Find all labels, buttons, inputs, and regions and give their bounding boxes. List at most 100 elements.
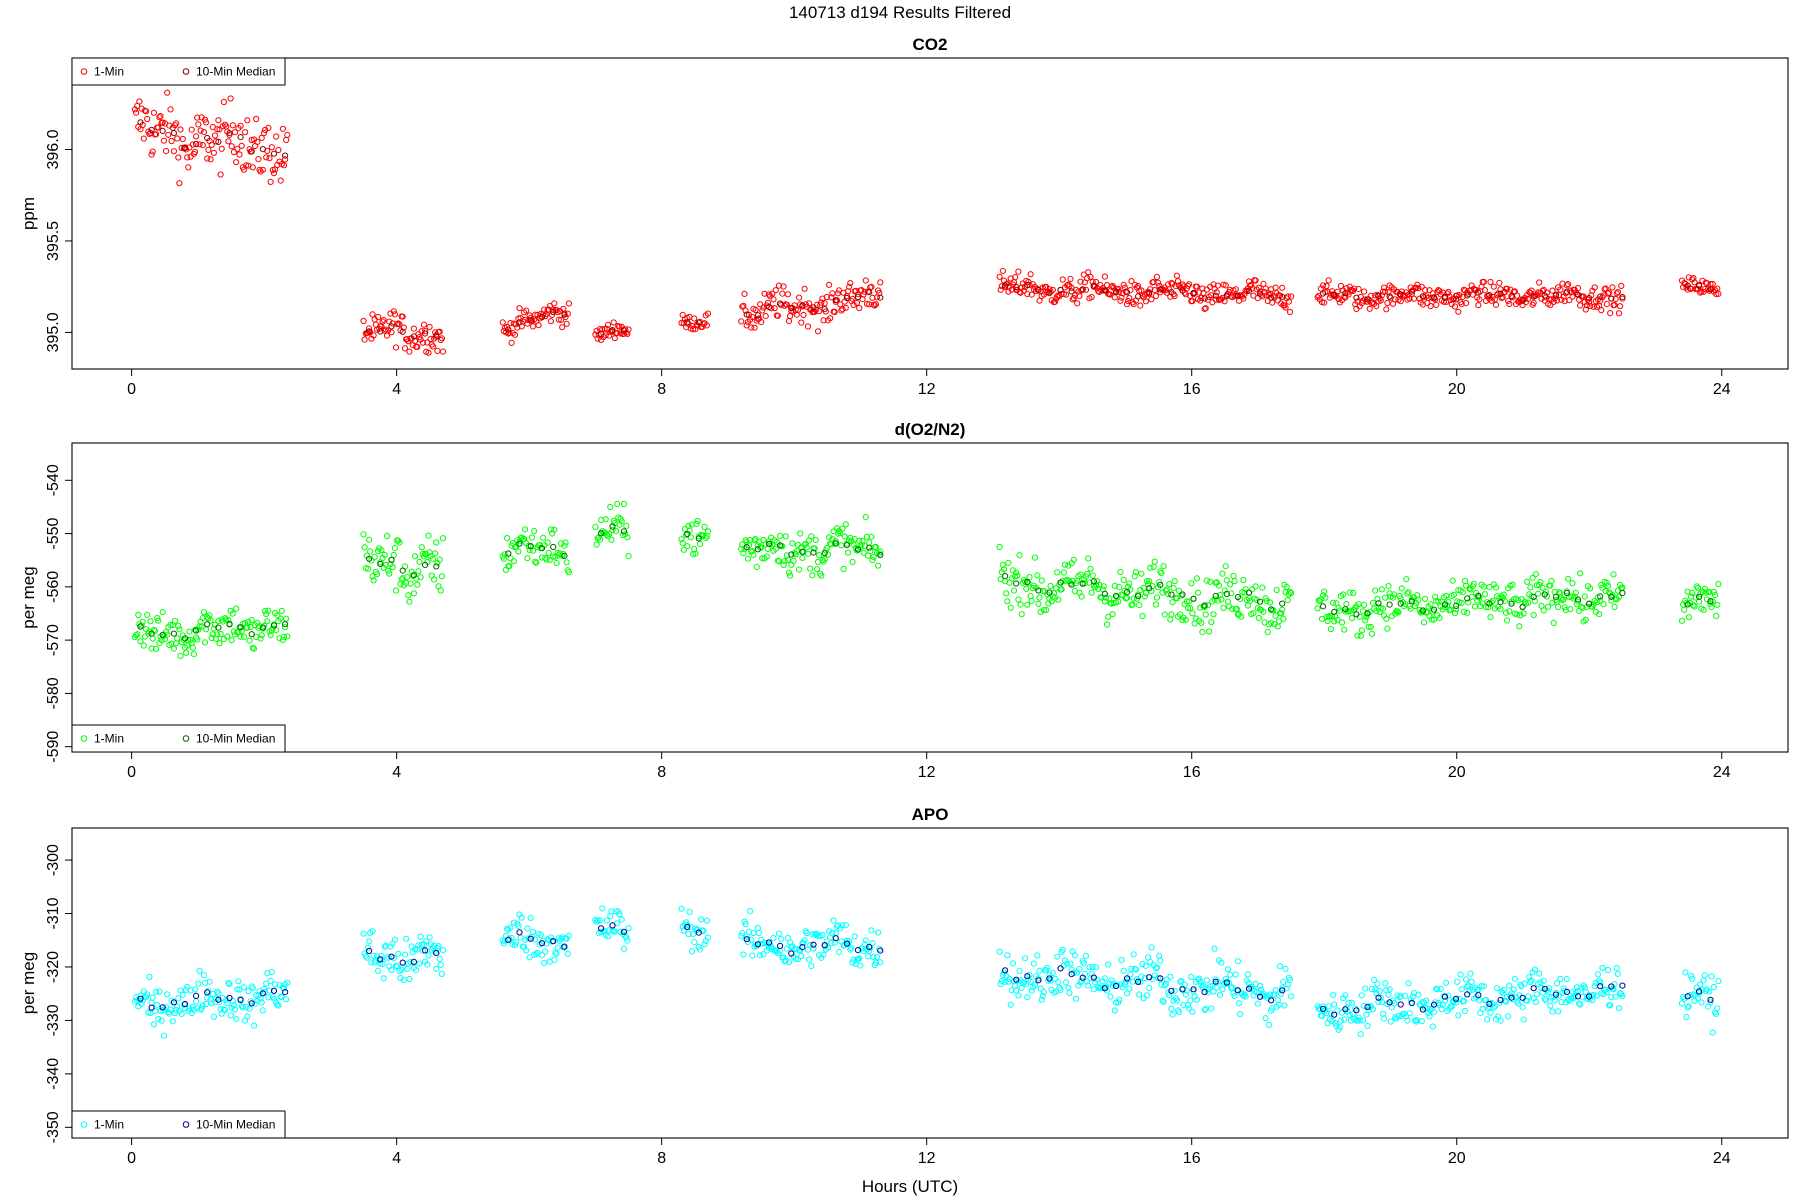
data-point [513, 939, 520, 946]
data-point [1177, 978, 1184, 985]
data-point [1160, 563, 1167, 570]
data-point [1063, 291, 1070, 298]
data-point [266, 987, 273, 994]
data-point [775, 282, 783, 289]
data-point [1055, 292, 1062, 299]
data-point [797, 530, 804, 537]
median-point [1157, 975, 1164, 982]
data-point [1126, 985, 1133, 992]
data-point [554, 944, 561, 951]
data-point [1117, 568, 1124, 576]
median-point [1696, 593, 1703, 600]
data-point [1128, 965, 1135, 973]
data-point [1136, 602, 1143, 609]
data-point [1560, 596, 1567, 603]
median-point [399, 328, 406, 335]
data-point [777, 532, 784, 539]
data-point [1690, 275, 1697, 282]
data-point [801, 285, 808, 292]
median-point [1135, 293, 1142, 300]
data-point [1105, 613, 1112, 620]
data-point [618, 916, 625, 923]
data-point [1137, 302, 1144, 309]
data-point [1383, 306, 1390, 313]
data-point [826, 928, 833, 935]
data-point [1504, 993, 1511, 1000]
data-point [1049, 286, 1056, 294]
data-point [740, 951, 747, 958]
data-point [147, 618, 154, 625]
data-point [688, 521, 696, 528]
data-point [1488, 297, 1495, 304]
data-point [153, 131, 160, 138]
data-point [603, 917, 610, 924]
data-point [396, 539, 403, 546]
data-point [1268, 619, 1275, 627]
data-point [1565, 281, 1572, 288]
data-point [417, 574, 424, 581]
data-point [1281, 1002, 1288, 1009]
median-point [1046, 975, 1053, 982]
data-point [258, 999, 265, 1006]
data-point [611, 335, 618, 342]
data-point [1186, 1005, 1193, 1012]
data-point [265, 607, 272, 614]
data-point [1458, 986, 1465, 993]
data-point [1497, 1017, 1504, 1024]
data-point [1238, 613, 1245, 620]
plot-frame [71, 827, 1789, 1139]
data-point [415, 568, 422, 575]
data-point [769, 290, 776, 297]
data-point [204, 155, 211, 162]
median-point [1684, 601, 1691, 608]
data-point [369, 928, 376, 935]
data-point [842, 922, 849, 929]
data-point [601, 325, 608, 332]
data-point [1086, 964, 1093, 971]
median-point [137, 623, 144, 630]
data-point [620, 945, 628, 952]
data-point [185, 164, 192, 171]
data-point [1532, 571, 1540, 578]
data-point [184, 642, 191, 649]
median-point [1002, 573, 1009, 580]
data-point [270, 170, 278, 177]
data-point [1025, 580, 1032, 587]
data-point [868, 533, 875, 540]
data-point [869, 940, 876, 947]
data-point [701, 941, 708, 948]
median-point [1486, 600, 1493, 607]
data-point [364, 565, 372, 572]
data-point [785, 318, 793, 325]
legend-box [71, 724, 286, 753]
data-point [216, 126, 223, 133]
data-point [1701, 585, 1708, 593]
data-point [552, 949, 559, 956]
data-point [838, 307, 845, 314]
data-point [1377, 994, 1384, 1002]
data-point [1520, 610, 1527, 617]
data-point [838, 542, 845, 549]
median-point [788, 304, 795, 312]
data-point [1607, 310, 1614, 317]
data-point [1480, 983, 1487, 990]
data-point [691, 315, 698, 322]
median-point [1419, 293, 1427, 300]
data-point [164, 89, 171, 96]
data-point [254, 138, 261, 145]
data-point [1533, 991, 1541, 998]
data-point [528, 534, 536, 541]
data-point [1058, 290, 1065, 298]
data-point [1201, 1006, 1208, 1014]
data-point [1369, 599, 1377, 606]
data-point [429, 555, 436, 562]
data-point [553, 560, 560, 567]
median-point [410, 572, 417, 579]
data-point [248, 617, 255, 624]
data-point [1603, 989, 1610, 996]
data-point [851, 933, 858, 940]
data-point [840, 565, 847, 573]
data-point [804, 550, 812, 557]
data-point [200, 609, 207, 616]
data-point [1397, 993, 1404, 1000]
